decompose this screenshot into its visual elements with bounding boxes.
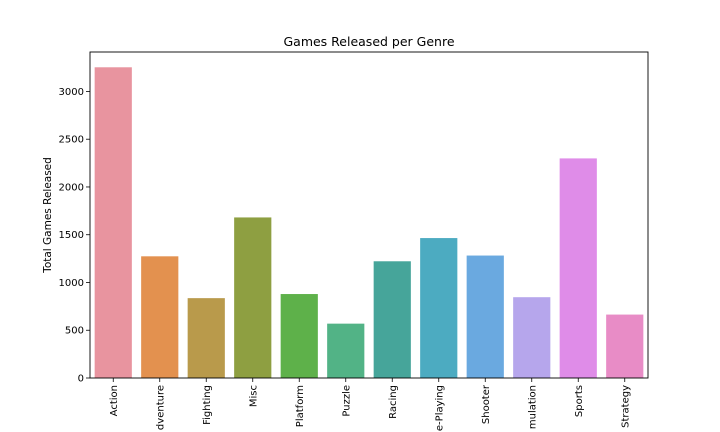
bar-platform (280, 294, 318, 378)
bar-adventure (141, 256, 179, 378)
y-tick-label: 2500 (59, 135, 84, 146)
x-tick-label: Action (109, 385, 120, 416)
bar-strategy (606, 314, 644, 378)
x-tick-label: Sports (574, 385, 585, 417)
y-tick-label: 1500 (59, 230, 84, 241)
bars-group (94, 67, 644, 378)
x-tick-label: Fighting (202, 385, 213, 425)
x-tick-label: Platform (295, 385, 306, 427)
x-tick-label: dventure (155, 385, 166, 430)
x-axis-ticks: Action dventure Fighting Misc Platform Puzzle… (109, 378, 631, 431)
x-tick-label: Racing (388, 385, 399, 419)
y-tick-label: 0 (78, 374, 84, 385)
bar-sports (559, 158, 597, 378)
bar-racing (373, 261, 411, 378)
bar-action (94, 67, 132, 378)
x-tick-label: mulation (527, 385, 538, 429)
bar-shooter (466, 255, 504, 378)
y-axis-ticks: 0 500 1000 1500 2000 2500 3000 (59, 87, 90, 385)
bar-fighting (187, 298, 225, 378)
bar-puzzle (327, 323, 365, 378)
y-axis-label: Total Games Released (42, 157, 54, 274)
y-tick-label: 2000 (59, 182, 84, 193)
bar-role-playing (420, 238, 458, 378)
x-tick-label: Misc (248, 385, 259, 407)
plot-frame (89, 51, 649, 379)
x-tick-label: e-Playing (434, 385, 445, 431)
x-tick-label: Strategy (620, 385, 631, 428)
x-tick-label: Shooter (481, 384, 492, 424)
y-tick-label: 500 (65, 326, 84, 337)
bar-misc (234, 217, 272, 378)
chart-title: Games Released per Genre (283, 34, 454, 49)
y-tick-label: 3000 (59, 87, 84, 98)
bar-simulation (513, 297, 551, 378)
x-tick-label: Puzzle (341, 385, 352, 417)
y-tick-label: 1000 (59, 278, 84, 289)
